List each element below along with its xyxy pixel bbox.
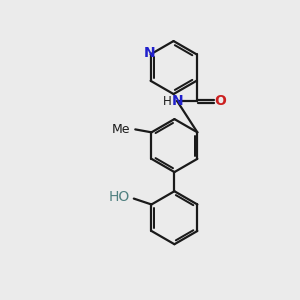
Text: N: N [143,46,155,60]
Text: O: O [214,94,226,108]
Text: N: N [172,94,183,108]
Text: H: H [163,95,172,108]
Text: HO: HO [109,190,130,204]
Text: Me: Me [112,123,130,136]
